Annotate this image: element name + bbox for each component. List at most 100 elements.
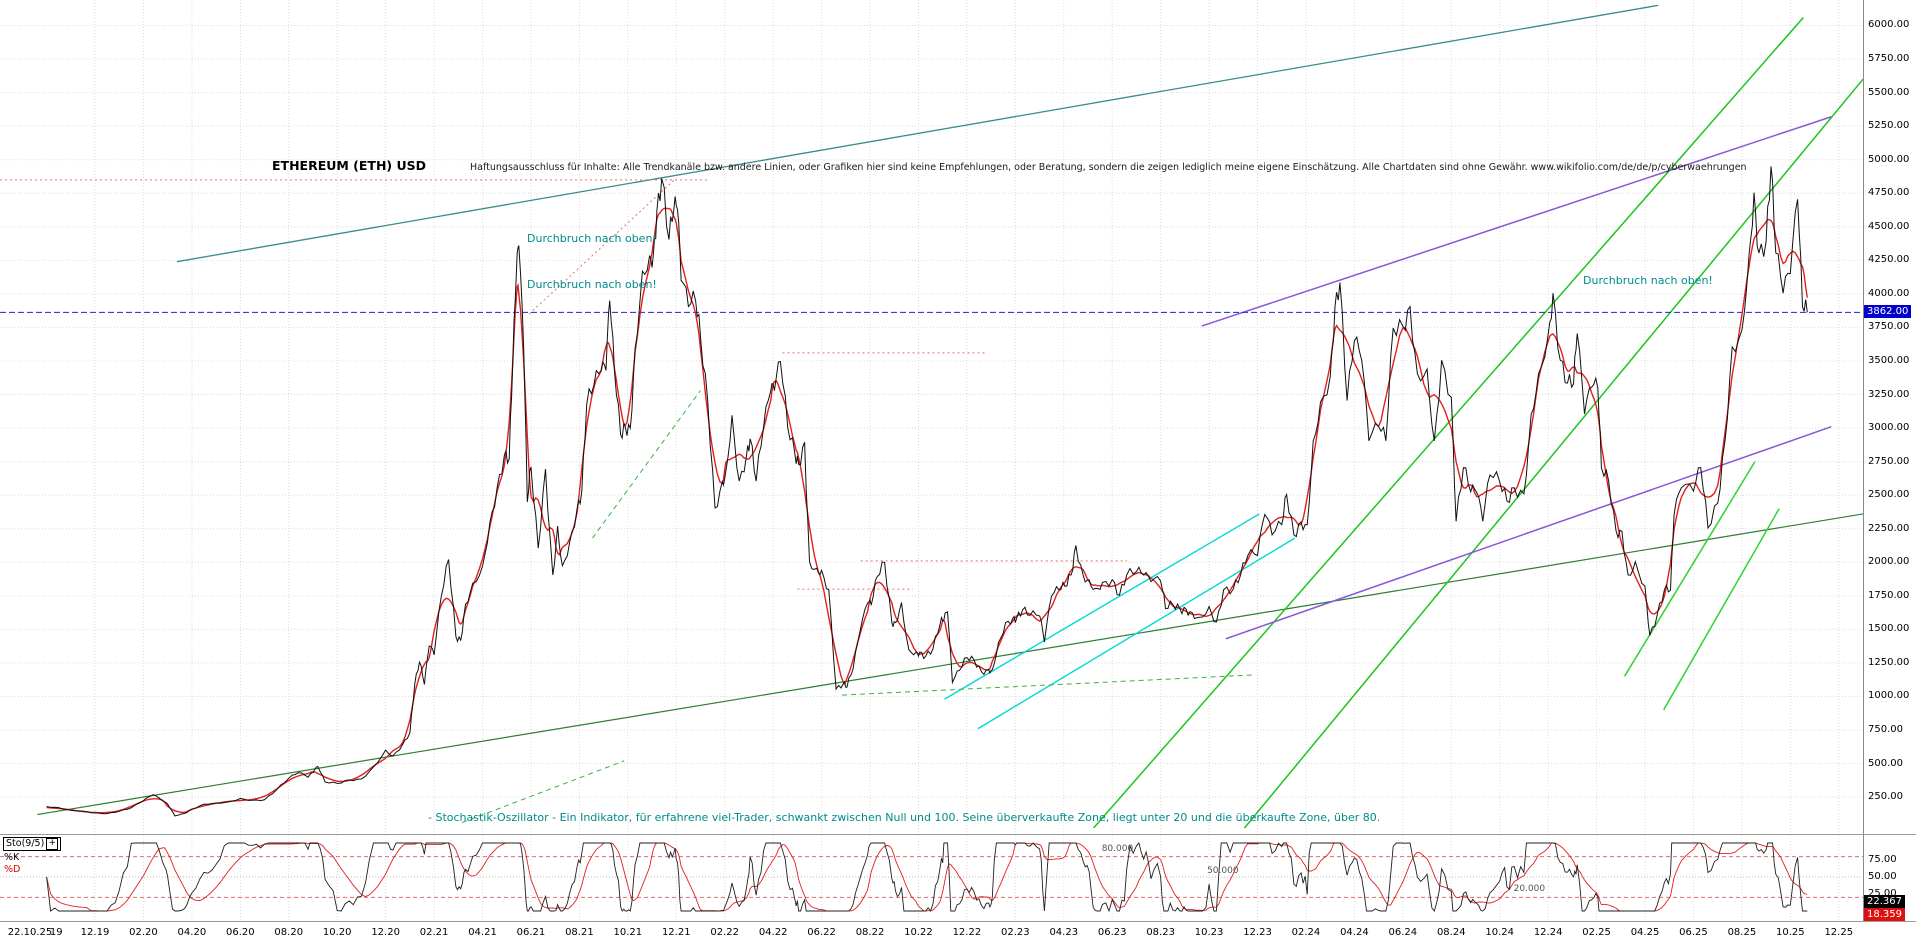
x-axis-label: 08.20 [274,927,304,938]
y-axis-label: 250.00 [1868,791,1903,803]
x-axis-label: 10.23 [1194,927,1224,938]
stochastic-d-line [46,842,1808,912]
x-axis-label: 10.20 [322,927,352,938]
x-axis-label: 06.23 [1097,927,1127,938]
stochastic-axis-label: 25.00 [1868,888,1897,899]
y-axis-label: 4750.00 [1868,187,1910,199]
breakout-annotation: Durchbruch nach oben! [527,278,657,291]
x-axis-label: 22.10.25 [7,927,53,938]
y-axis-label: 4000.00 [1868,287,1910,299]
x-axis-label: 10.25 [1776,927,1805,938]
trend-line [1663,508,1780,711]
x-axis-label: 08.23 [1146,927,1175,938]
trend-line [977,537,1296,730]
x-axis-label: 02.24 [1291,927,1321,938]
trend-line [1623,461,1756,677]
y-axis-label: 1000.00 [1868,690,1910,702]
breakout-annotation: Durchbruch nach oben! [1583,274,1713,287]
x-axis-label: 06.22 [807,927,836,938]
stochastic-axis: 75.00 50.00 25.00 22.367 18.359 [1863,835,1916,921]
stochastic-axis-label: 50.00 [1868,871,1897,882]
k-value-badge: 22.367 [1864,895,1905,908]
trend-line [1201,116,1832,327]
price-axis: 6000.00 5750.00 5500.00 5250.00 5000.00 4750.… [1863,0,1916,834]
x-axis-label: 04.23 [1049,927,1079,938]
x-axis-label: 12.24 [1533,927,1563,938]
x-axis-label: 12.20 [371,927,400,938]
y-axis-label: 1500.00 [1868,623,1910,635]
y-axis-label: 750.00 [1868,724,1903,735]
y-axis-label: 3000.00 [1868,422,1910,434]
x-axis-label: 19 [49,927,63,938]
d-line-label: %D [4,864,21,875]
trend-line [842,674,1252,696]
y-axis-label: 5250.00 [1868,120,1910,132]
x-axis-label: 06.24 [1388,927,1418,938]
price-chart-canvas[interactable] [0,0,1863,834]
stochastic-k-line [46,842,1808,913]
y-axis-label: 2750.00 [1868,455,1910,467]
y-axis-label: 3500.00 [1868,354,1910,366]
stochastic-axis-label: 75.00 [1868,854,1897,865]
x-axis-label: 12.23 [1243,927,1272,938]
x-axis-label: 10.22 [904,927,933,938]
trend-line [37,513,1863,816]
x-axis-label: 08.21 [565,927,594,938]
price-pane: ETHEREUM (ETH) USD Haftungsausschluss fü… [0,0,1916,835]
indicator-label[interactable]: Sto(9/5) + [3,837,62,851]
page-title: ETHEREUM (ETH) USD [272,158,427,173]
y-axis-label: 1750.00 [1868,589,1910,601]
indicator-name: Sto(9/5) [6,838,45,849]
level-20-label: 20.000 [1513,884,1546,894]
y-axis-label: 4500.00 [1868,220,1910,232]
breakout-annotation: Durchbruch nach oben! [527,232,657,245]
x-axis-label: 04.22 [758,927,788,938]
x-axis-label: 04.25 [1630,927,1660,938]
d-value-badge: 18.359 [1864,908,1905,921]
x-axis-label: 02.23 [1001,927,1030,938]
y-axis-label: 6000.00 [1868,19,1910,31]
x-axis-label: 10.24 [1485,927,1515,938]
y-axis-label: 2250.00 [1868,522,1910,534]
trend-line [592,390,701,539]
eth-price-series [46,166,1808,817]
x-axis-label: 08.24 [1436,927,1466,938]
ma-line [46,207,1808,814]
x-axis-label: 12.25 [1824,927,1854,938]
k-line-label: %K [4,852,20,863]
x-axis: 22.10.25 19 12.19 02.20 04.20 06.20 08.20 10.20… [0,922,1916,948]
y-axis-label: 3250.00 [1868,388,1910,400]
current-price-badge: 3862.00 [1864,305,1912,319]
x-axis-label: 02.25 [1582,927,1611,938]
disclaimer-text: Haftungsausschluss für Inhalte: Alle Tre… [470,162,1747,173]
x-axis-label: 04.21 [468,927,497,938]
x-axis-label: 08.22 [855,927,885,938]
trend-line [1243,78,1863,829]
stochastic-description: - Stochastik-Oszillator - Ein Indikator,… [428,811,1381,824]
level-50-label: 50.000 [1207,866,1239,876]
trend-line [176,4,1659,263]
x-axis-label: 12.21 [661,927,691,938]
x-axis-label: 04.24 [1340,927,1369,938]
x-axis-label: 04.20 [177,927,207,938]
level-80-label: 80.000 [1101,844,1134,854]
x-axis-label: 06.25 [1679,927,1708,938]
x-axis-label: 08.25 [1727,927,1757,938]
x-axis-label: 06.20 [225,927,255,938]
x-axis-label: 06.21 [516,927,546,938]
trend-line [461,760,625,824]
stochastic-canvas[interactable] [0,835,1863,921]
y-axis-label: 2500.00 [1868,489,1910,501]
x-axis-label: 02.20 [129,927,158,938]
x-axis-label: 02.22 [710,927,740,938]
y-axis-label: 5750.00 [1868,53,1910,65]
y-axis-label: 5500.00 [1868,86,1910,98]
y-axis-label: 4250.00 [1868,254,1910,266]
trend-line [1225,426,1832,640]
y-axis-label: 500.00 [1868,757,1903,769]
x-axis-label: 12.19 [80,927,110,938]
indicator-expand-button[interactable]: + [46,838,59,850]
x-axis-label: 10.21 [613,927,643,938]
x-axis-label: 02.21 [419,927,449,938]
